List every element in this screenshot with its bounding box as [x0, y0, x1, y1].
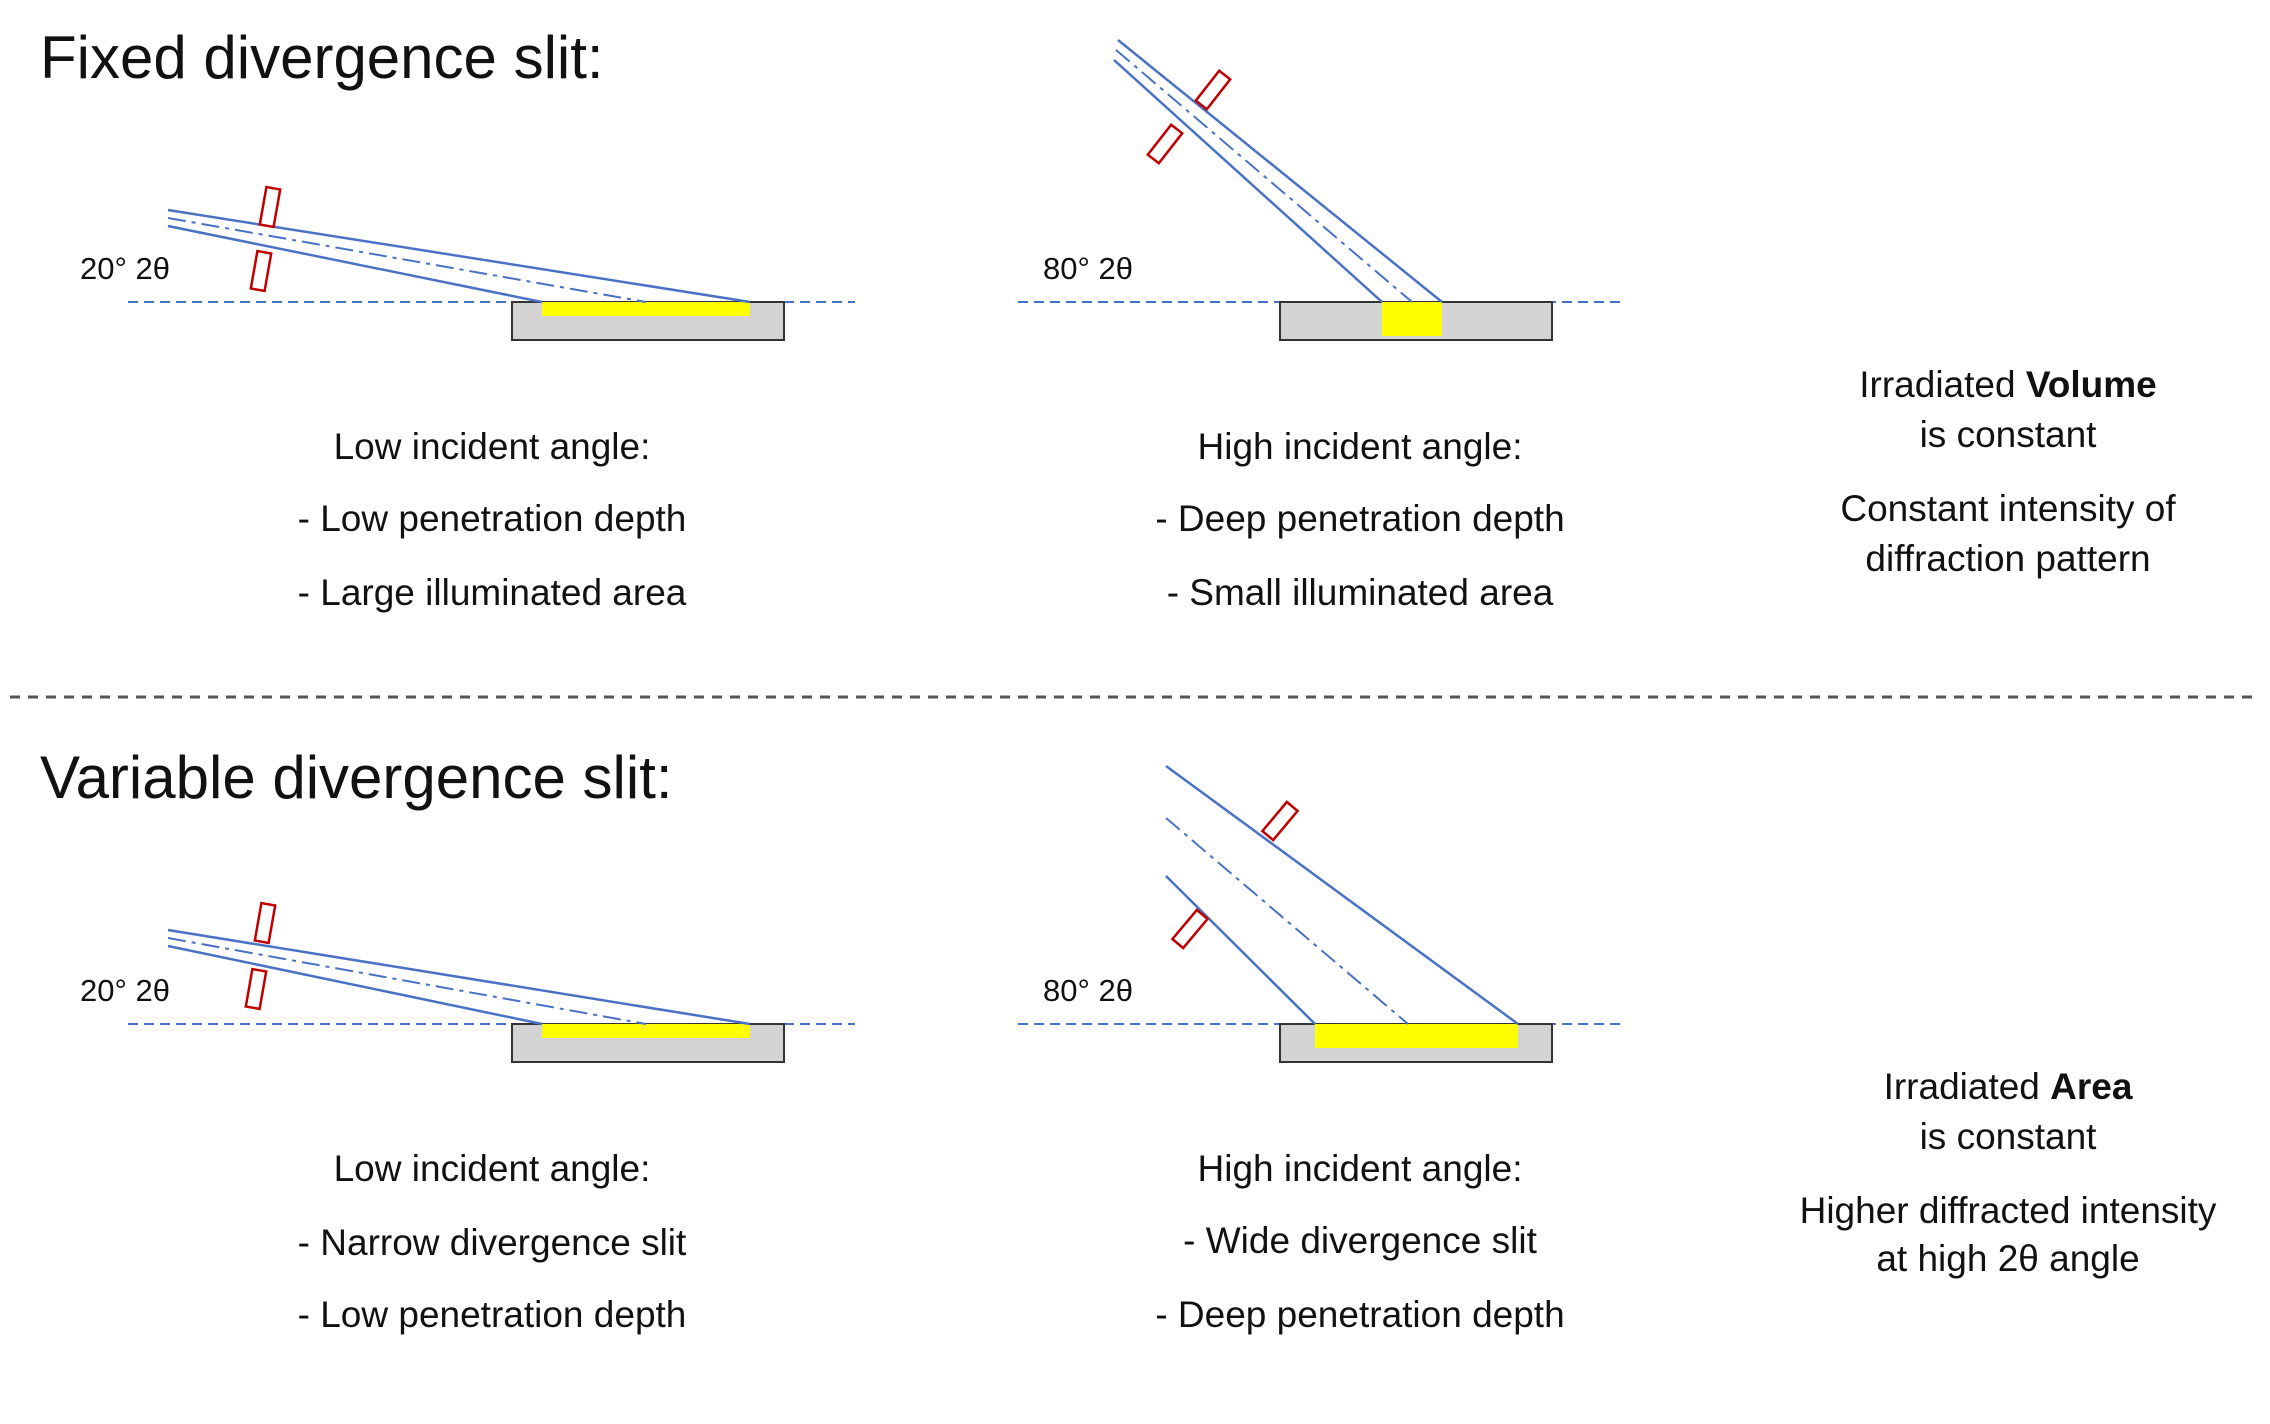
variable-high-angle-label: 80° 2θ — [1043, 973, 1133, 1008]
variable-note-line3: Higher diffracted intensity — [1799, 1190, 2217, 1231]
divergence-slit-lower — [244, 967, 268, 1011]
beam-center-line — [167, 937, 647, 1025]
beam-center-line — [1165, 817, 1409, 1025]
variable-section-title: Variable divergence slit: — [40, 744, 673, 811]
divergence-slit-lower — [1146, 122, 1184, 166]
beam-edge-upper — [1117, 39, 1443, 303]
illuminated-region — [542, 302, 750, 316]
divergence-slit-upper — [1260, 800, 1300, 842]
fixed-note-line1: Irradiated Volume — [1859, 366, 2157, 403]
variable-high-angle-diagram — [1018, 764, 1620, 1063]
fixed-high-caption-line: - Deep penetration depth — [1155, 498, 1565, 539]
fixed-low-angle-label: 20° 2θ — [80, 251, 170, 286]
variable-note-line1: Irradiated Area — [1884, 1068, 2133, 1105]
divergence-slit-upper — [258, 185, 282, 229]
variable-note-line4: at high 2θ angle — [1876, 1238, 2140, 1279]
variable-low-angle-diagram — [128, 901, 855, 1063]
beam-edge-lower — [1165, 875, 1316, 1025]
variable-low-caption-line: - Low penetration depth — [297, 1294, 687, 1335]
illuminated-region — [542, 1024, 750, 1038]
fixed-low-caption-line: - Large illuminated area — [297, 572, 687, 613]
divergence-slit-lower — [249, 249, 273, 293]
beam-edge-lower — [167, 944, 543, 1026]
variable-low-caption-heading: Low incident angle: — [333, 1148, 651, 1189]
fixed-note-line3: Constant intensity of — [1840, 488, 2176, 529]
variable-high-caption-line: - Wide divergence slit — [1183, 1220, 1537, 1261]
fixed-low-angle-diagram — [128, 185, 855, 341]
divergence-slit-upper — [253, 901, 277, 945]
fixed-low-caption-heading: Low incident angle: — [333, 426, 651, 467]
variable-high-caption-line: - Deep penetration depth — [1155, 1294, 1565, 1335]
beam-edge-lower — [1113, 59, 1383, 303]
fixed-high-angle-diagram — [1018, 39, 1620, 341]
variable-low-angle-label: 20° 2θ — [80, 973, 170, 1008]
note-prefix: Irradiated — [1859, 364, 2026, 405]
fixed-low-caption-line: - Low penetration depth — [297, 498, 687, 539]
variable-low-caption-line: - Narrow divergence slit — [297, 1222, 687, 1263]
beam-edge-upper — [167, 928, 751, 1026]
beam-center-line — [167, 217, 647, 303]
fixed-note-line4: diffraction pattern — [1865, 538, 2151, 579]
variable-note-line2: is constant — [1919, 1116, 2097, 1157]
beam-edge-lower — [167, 224, 543, 304]
fixed-high-caption-heading: High incident angle: — [1197, 426, 1523, 467]
fixed-note-line2: is constant — [1919, 414, 2097, 455]
divergence-slit-lower — [1170, 908, 1210, 950]
fixed-high-caption-line: - Small illuminated area — [1166, 572, 1554, 613]
illuminated-region — [1382, 302, 1442, 336]
beam-center-line — [1115, 49, 1413, 303]
beam-edge-upper — [1165, 764, 1519, 1026]
divergence-slit-upper — [1194, 68, 1232, 112]
note-emphasis: Volume — [2025, 364, 2157, 405]
illuminated-region — [1315, 1024, 1518, 1048]
note-emphasis: Area — [2050, 1066, 2133, 1107]
variable-high-caption-heading: High incident angle: — [1197, 1148, 1523, 1189]
note-prefix: Irradiated — [1883, 1066, 2051, 1107]
fixed-section-title: Fixed divergence slit: — [40, 24, 604, 91]
fixed-high-angle-label: 80° 2θ — [1043, 251, 1133, 286]
